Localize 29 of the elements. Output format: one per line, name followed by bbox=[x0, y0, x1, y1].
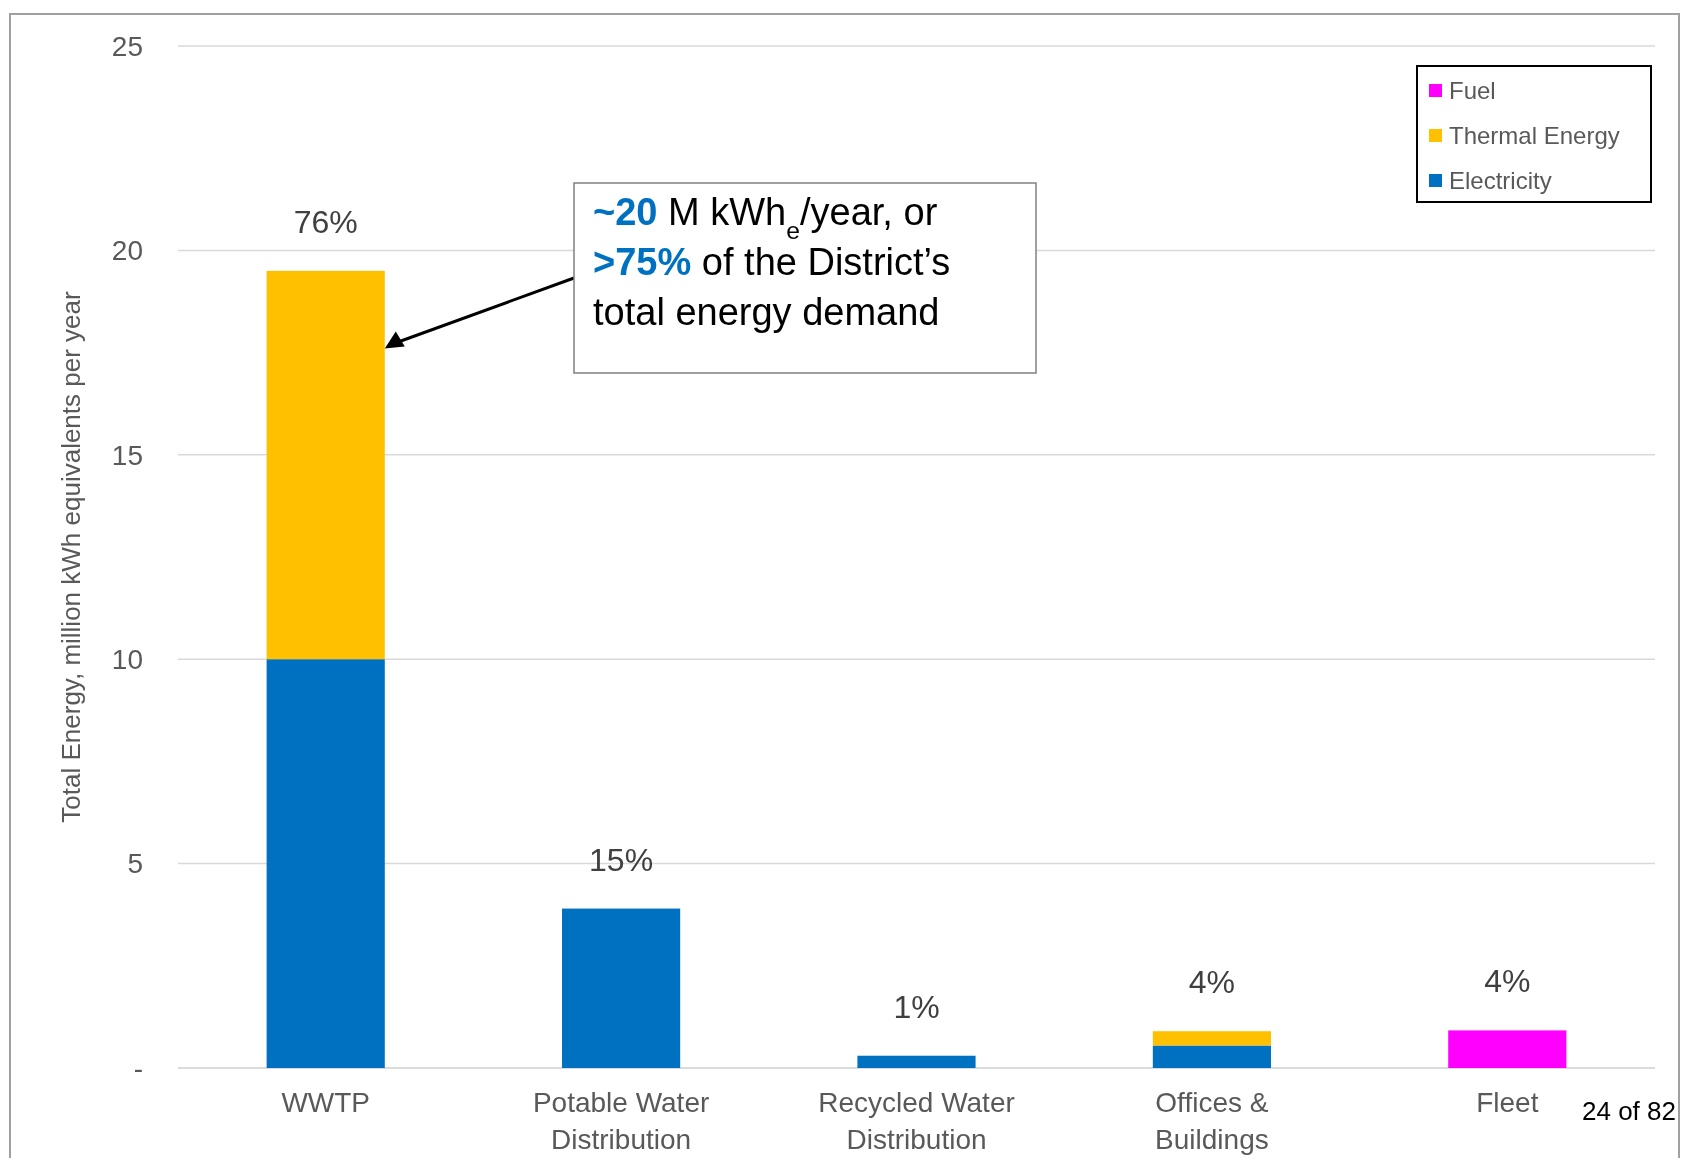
x-tick-label: WWTP bbox=[281, 1087, 371, 1118]
annotation: 15% bbox=[589, 841, 654, 878]
bar bbox=[857, 1055, 976, 1068]
y-tick-label: 10 bbox=[111, 644, 143, 675]
y-tick-label: 5 bbox=[127, 848, 143, 880]
legend-label: Thermal Energy bbox=[1449, 122, 1620, 150]
x-tick-label: Fleet bbox=[1476, 1087, 1539, 1118]
bar bbox=[1448, 1030, 1567, 1068]
bar bbox=[1152, 1031, 1271, 1046]
annotation: 1% bbox=[893, 988, 940, 1025]
annotation: 76% bbox=[293, 203, 358, 240]
text: 24 of 82 bbox=[1582, 1096, 1676, 1126]
x-tick-label: Offices & Buildings bbox=[1155, 1087, 1269, 1155]
y-tick-label: 20 bbox=[111, 235, 143, 267]
annotation: 4% bbox=[1484, 963, 1531, 1000]
x-tick-label: Potable Water Distribution bbox=[532, 1087, 710, 1155]
x-tick-label: Recycled Water Distribution bbox=[818, 1087, 1015, 1155]
annotation: 4% bbox=[1188, 964, 1236, 1001]
y-tick-label: 15 bbox=[111, 439, 143, 471]
text: ~20 M kWh$_{e}$/year, or >75% of the District’s total energy demand bbox=[593, 191, 951, 333]
y-tick-label: 25 bbox=[111, 30, 143, 62]
y-axis-title: Total Energy, million kWh equivalents per year bbox=[56, 291, 86, 823]
y-tick-label: - bbox=[133, 1052, 143, 1084]
bar bbox=[562, 908, 681, 1068]
bar bbox=[1152, 1045, 1271, 1068]
legend-label: Electricity bbox=[1449, 167, 1552, 195]
legend-label: Fuel bbox=[1449, 77, 1496, 105]
bar bbox=[266, 659, 385, 1068]
bar bbox=[266, 270, 385, 660]
